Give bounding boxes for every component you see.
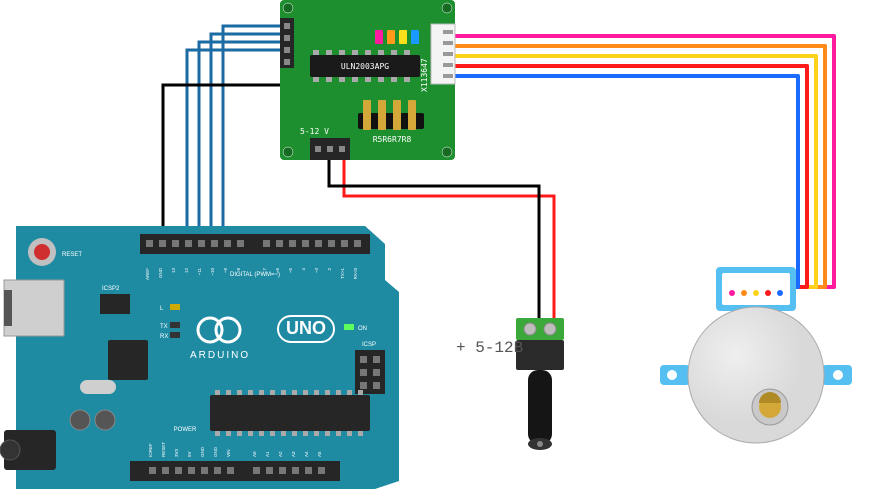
svg-text:~3: ~3 <box>314 268 319 274</box>
screw-terminal <box>516 318 564 340</box>
motor-body <box>688 307 824 443</box>
driver-led <box>375 30 383 44</box>
voltage-annotation: + 5-12В <box>456 339 523 357</box>
svg-text:A4: A4 <box>304 451 309 457</box>
svg-text:~5: ~5 <box>288 268 293 274</box>
svg-text:GND: GND <box>158 267 163 278</box>
power-label: POWER <box>174 427 197 433</box>
reset-label: RESET <box>62 252 82 258</box>
arduino-uno-board: RESETAREFGND1312~11~10~987~6~54~32TX>1RX… <box>0 226 399 489</box>
arduino-model-text: UNO <box>286 318 326 338</box>
svg-text:TX>1: TX>1 <box>340 268 345 279</box>
svg-text:~10: ~10 <box>210 268 215 276</box>
svg-text:A2: A2 <box>278 451 283 457</box>
svg-text:3V3: 3V3 <box>174 448 179 457</box>
on-label: ON <box>358 326 367 332</box>
signal-wire <box>223 26 290 244</box>
power-led <box>344 324 354 330</box>
barrel-connector <box>528 370 552 444</box>
svg-text:A1: A1 <box>265 451 270 457</box>
svg-text:RX<0: RX<0 <box>353 268 358 280</box>
svg-text:GND: GND <box>200 446 205 457</box>
svg-text:A3: A3 <box>291 451 296 457</box>
svg-text:RESET: RESET <box>161 442 166 457</box>
signal-wire <box>199 42 290 244</box>
wiring-diagram: ULN2003APG X113647 R5R6R7R8 5-12 V RESET ARE… <box>0 0 877 500</box>
signal-wire <box>187 50 290 244</box>
motor-wire <box>436 66 807 300</box>
driver-led <box>387 30 395 44</box>
uln2003-driver-board: ULN2003APG X113647 R5R6R7R8 5-12 V <box>280 0 455 160</box>
stepper-motor <box>660 267 852 443</box>
motor-wire <box>436 46 825 300</box>
svg-text:GND: GND <box>213 446 218 457</box>
svg-text:VIN: VIN <box>226 449 231 457</box>
svg-text:IOREF: IOREF <box>148 443 153 457</box>
svg-text:~11: ~11 <box>197 268 202 276</box>
svg-text:A5: A5 <box>317 451 322 457</box>
chip-label: ULN2003APG <box>341 62 389 71</box>
icsp-label: ICSP <box>362 342 376 348</box>
tx-label: TX <box>160 324 168 330</box>
driver-led <box>399 30 407 44</box>
driver-voltage-label: 5-12 V <box>300 127 329 136</box>
driver-model-label: X113647 <box>420 58 429 92</box>
motor-wire <box>436 76 798 300</box>
svg-text:AREF: AREF <box>145 268 150 280</box>
driver-resistor-label: R5R6R7R8 <box>373 135 412 144</box>
driver-led <box>411 30 419 44</box>
icsp2-label: ICSP2 <box>102 286 120 292</box>
atmega-chip <box>210 395 370 431</box>
svg-text:5V: 5V <box>187 451 192 457</box>
digital-label: DIGITAL (PWM=~) <box>230 272 280 278</box>
usb-port <box>4 280 64 336</box>
svg-text:~9: ~9 <box>223 268 228 274</box>
rx-label: RX <box>160 334 168 340</box>
svg-text:12: 12 <box>184 268 189 274</box>
icsp-header <box>355 350 385 394</box>
svg-text:13: 13 <box>171 268 176 274</box>
arduino-logo-text: ARDUINO <box>190 350 250 361</box>
dc-power-jack: ⊖⊕ <box>516 318 564 450</box>
svg-text:A0: A0 <box>252 451 257 457</box>
motor-wire <box>436 56 816 300</box>
